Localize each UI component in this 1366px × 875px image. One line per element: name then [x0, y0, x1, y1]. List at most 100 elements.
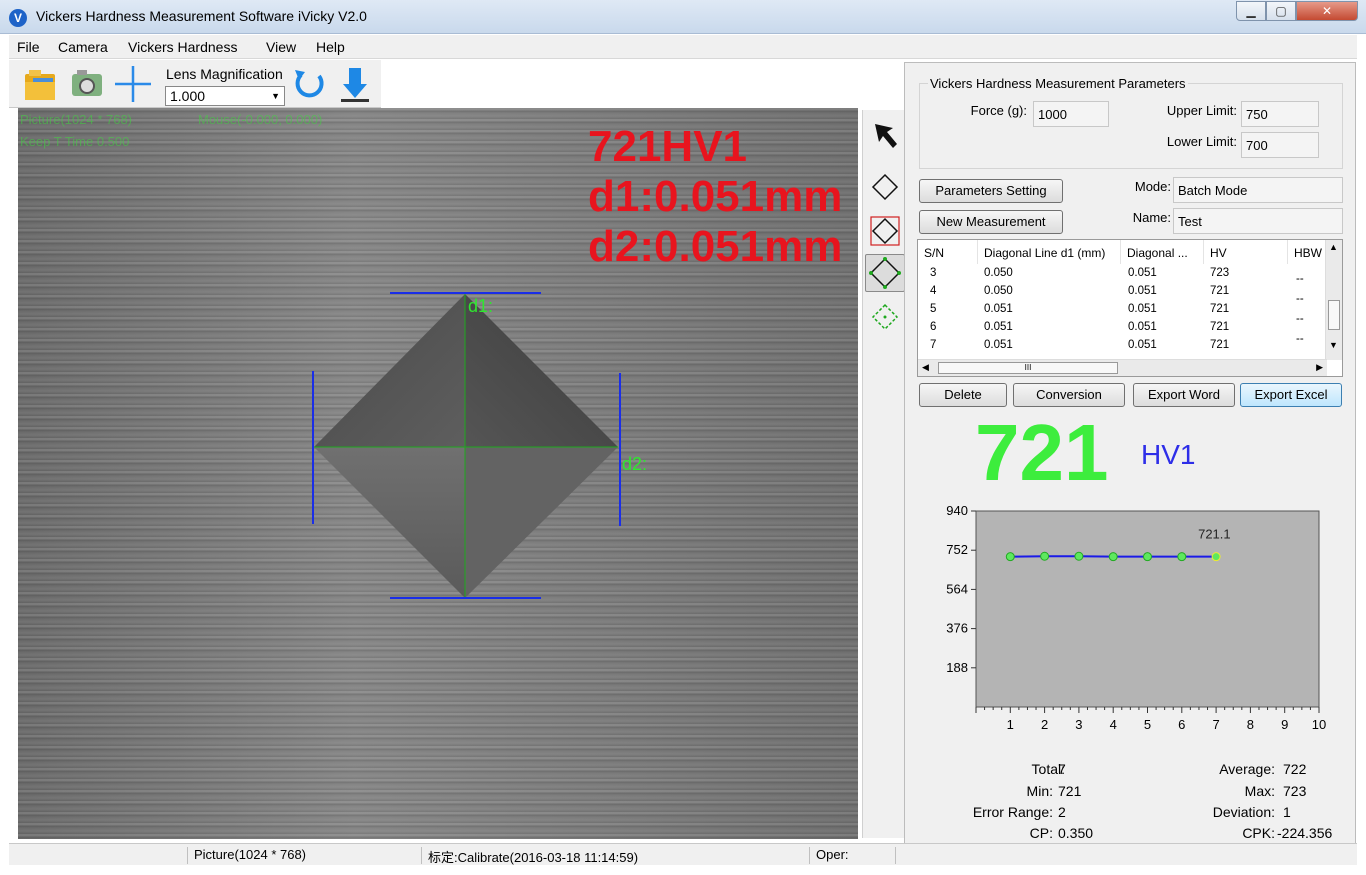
- cell-d2: 0.051: [1128, 303, 1157, 315]
- upper-limit-field[interactable]: 750: [1241, 101, 1319, 127]
- app-logo-icon: V: [9, 9, 27, 27]
- diamond-icon[interactable]: [865, 168, 905, 206]
- y-tick-label: 376: [946, 621, 968, 636]
- scroll-down-icon[interactable]: ▼: [1329, 340, 1338, 350]
- total-label: Total:: [1031, 761, 1065, 777]
- image-info-picture: Picture(1024 * 768): [20, 112, 133, 127]
- cell-hv: 721: [1210, 303, 1230, 315]
- status-divider: [895, 847, 902, 864]
- title-bar: V Vickers Hardness Measurement Software …: [0, 0, 1366, 34]
- cpk-label: CPK:: [1242, 825, 1275, 841]
- table-vertical-scrollbar[interactable]: ▲ ▼: [1325, 240, 1342, 360]
- table-horizontal-scrollbar[interactable]: ◀ III ▶: [918, 359, 1327, 376]
- scroll-thumb[interactable]: [1328, 300, 1340, 330]
- menu-vickers-hardness[interactable]: Vickers Hardness: [128, 39, 238, 55]
- force-field[interactable]: 1000: [1033, 101, 1109, 127]
- crosshair-icon[interactable]: [113, 64, 153, 104]
- scroll-up-icon[interactable]: ▲: [1329, 242, 1338, 252]
- data-point: [1143, 552, 1152, 562]
- cell-d2: 0.051: [1128, 339, 1157, 351]
- menu-view[interactable]: View: [266, 39, 297, 55]
- x-tick-label: 1: [1007, 717, 1014, 732]
- column-header-hbw[interactable]: HBW: [1288, 240, 1328, 264]
- current-hv-unit: HV1: [1141, 439, 1196, 470]
- column-header-d2[interactable]: Diagonal ...: [1121, 240, 1204, 264]
- image-info-keep-time: Keep T Time 0.500: [20, 134, 130, 149]
- scroll-left-icon[interactable]: ◀: [922, 362, 929, 372]
- total-value: 7: [1058, 761, 1066, 777]
- close-button[interactable]: ✕: [1296, 1, 1358, 21]
- upper-limit-label: Upper Limit:: [1166, 103, 1237, 118]
- diamond-points-icon[interactable]: [865, 254, 905, 292]
- x-tick-label: 10: [1312, 717, 1326, 732]
- x-tick-label: 9: [1281, 717, 1288, 732]
- indent-face-top-right: [465, 294, 618, 447]
- export-word-button[interactable]: Export Word: [1133, 383, 1235, 407]
- cell-d2: 0.051: [1128, 321, 1157, 333]
- cell-sn: 5: [930, 303, 937, 315]
- error-range-value: 2: [1058, 804, 1066, 820]
- diamond-dashed-icon[interactable]: [865, 298, 905, 336]
- menu-file[interactable]: File: [17, 39, 40, 55]
- export-excel-button[interactable]: Export Excel: [1240, 383, 1342, 407]
- column-header-hv[interactable]: HV: [1204, 240, 1288, 264]
- menu-help[interactable]: Help: [316, 39, 345, 55]
- force-label: Force (g):: [970, 103, 1027, 118]
- open-folder-icon[interactable]: [21, 64, 61, 104]
- x-tick-label: 6: [1178, 717, 1185, 732]
- lens-magnification-select[interactable]: 1.000 ▼: [165, 86, 285, 106]
- data-point: [1108, 552, 1118, 562]
- x-tick-label: 3: [1075, 717, 1082, 732]
- menu-camera[interactable]: Camera: [58, 39, 108, 55]
- mode-field: Batch Mode: [1173, 177, 1343, 203]
- scroll-grip[interactable]: III: [938, 362, 1118, 374]
- delete-button[interactable]: Delete: [919, 383, 1007, 407]
- name-field[interactable]: Test: [1173, 208, 1343, 234]
- cell-sn: 4: [930, 285, 937, 297]
- lower-limit-field[interactable]: 700: [1241, 132, 1319, 158]
- refresh-icon[interactable]: [289, 64, 329, 104]
- lower-limit-label: Lower Limit:: [1166, 134, 1237, 149]
- chart-plot-area: [975, 510, 1320, 708]
- last-value-annotation: 721.1: [1198, 527, 1231, 542]
- cell-hbw: --: [1296, 273, 1304, 285]
- column-header-sn[interactable]: S/N: [918, 240, 978, 264]
- x-tick-label: 2: [1041, 717, 1048, 732]
- deviation-value: 1: [1283, 804, 1291, 820]
- data-point: [1074, 551, 1084, 561]
- x-tick-label: 7: [1212, 717, 1219, 732]
- d1-label: d1:: [468, 296, 494, 316]
- average-value: 722: [1283, 761, 1307, 777]
- indent-face-top-left: [314, 294, 465, 447]
- pointer-icon[interactable]: [865, 118, 905, 156]
- status-picture: Picture(1024 * 768): [187, 847, 306, 864]
- mode-label: Mode:: [1134, 179, 1171, 194]
- cell-sn: 3: [930, 267, 937, 279]
- minimize-button[interactable]: ▁: [1236, 1, 1266, 21]
- cell-d1: 0.051: [984, 339, 1013, 351]
- data-point: [1177, 552, 1187, 562]
- parameters-setting-button[interactable]: Parameters Setting: [919, 179, 1063, 203]
- name-label: Name:: [1132, 210, 1171, 225]
- max-value: 723: [1283, 783, 1307, 799]
- window-title: Vickers Hardness Measurement Software iV…: [36, 8, 367, 24]
- indent-face-bottom-right: [465, 447, 618, 598]
- maximize-button[interactable]: ▢: [1266, 1, 1296, 21]
- new-measurement-button[interactable]: New Measurement: [919, 210, 1063, 234]
- measurement-tools: [862, 110, 906, 838]
- conversion-button[interactable]: Conversion: [1013, 383, 1125, 407]
- download-icon[interactable]: [335, 64, 375, 104]
- x-tick-label: 5: [1144, 717, 1151, 732]
- cp-label: CP:: [1029, 825, 1053, 841]
- cell-d2: 0.051: [1128, 285, 1157, 297]
- hv-trend-chart: 940 752 564 376 188 1 2 3 4 5 6 7 8 9 10 721.1: [946, 503, 1326, 732]
- column-header-d1[interactable]: Diagonal Line d1 (mm): [978, 240, 1121, 264]
- camera-icon[interactable]: [67, 64, 107, 104]
- chevron-down-icon: ▼: [271, 91, 280, 101]
- scroll-right-icon[interactable]: ▶: [1316, 362, 1323, 372]
- measurement-image[interactable]: Picture(1024 * 768) Mouse(-0.000, 0.000)…: [18, 108, 858, 839]
- cell-hv: 721: [1210, 339, 1230, 351]
- measurement-table[interactable]: S/N Diagonal Line d1 (mm) Diagonal ... H…: [917, 239, 1343, 377]
- error-range-label: Error Range:: [972, 804, 1053, 820]
- diamond-box-icon[interactable]: [865, 212, 905, 250]
